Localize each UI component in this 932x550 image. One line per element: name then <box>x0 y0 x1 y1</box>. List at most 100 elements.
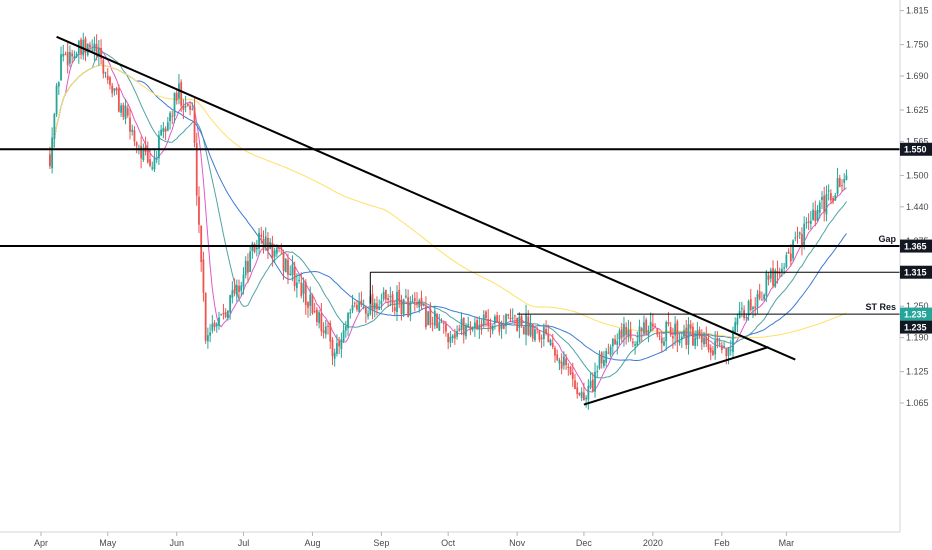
x-tick-label: Sep <box>373 538 389 548</box>
candle-body <box>204 292 207 341</box>
candle-body <box>814 210 817 222</box>
candle <box>756 289 759 315</box>
candle-body <box>275 248 278 254</box>
candle-body <box>155 158 158 160</box>
candle-body <box>772 268 774 286</box>
candle <box>173 92 176 124</box>
candle <box>734 317 737 333</box>
candle-body <box>498 321 501 332</box>
candle <box>140 136 143 169</box>
candle-body <box>440 321 443 323</box>
candle-body <box>640 328 643 332</box>
candle <box>505 313 507 335</box>
candle-body <box>667 322 670 325</box>
candle <box>218 311 220 330</box>
candle <box>300 272 303 299</box>
candle <box>643 315 645 337</box>
candle-body <box>447 333 450 343</box>
candle <box>171 110 174 125</box>
candle-body <box>589 380 592 388</box>
candle <box>498 314 501 336</box>
candle <box>164 126 167 141</box>
y-tick-label: 1.500 <box>906 170 929 180</box>
candle-body <box>298 279 300 281</box>
candle <box>836 168 839 196</box>
candle-body <box>349 312 352 314</box>
candle-body <box>676 321 679 343</box>
candle <box>792 239 794 262</box>
candle-body <box>680 336 683 340</box>
candle-body <box>209 332 211 336</box>
candle <box>531 323 534 342</box>
candle-body <box>591 379 594 392</box>
candle-body <box>364 308 367 314</box>
candle-body <box>471 328 474 330</box>
candle <box>645 317 648 336</box>
candle <box>772 260 774 289</box>
candle-body <box>186 103 189 107</box>
candle-body <box>651 323 654 327</box>
candle <box>97 39 100 66</box>
candle <box>129 107 131 140</box>
candle <box>291 255 294 282</box>
candle <box>801 227 803 256</box>
candle <box>736 313 739 333</box>
candle <box>340 332 343 358</box>
candle <box>367 309 369 320</box>
candle-body <box>320 313 323 332</box>
candle-body <box>520 315 523 326</box>
candle-body <box>371 293 374 311</box>
candle-body <box>801 234 803 247</box>
candle-body <box>89 44 91 48</box>
candle <box>589 372 592 390</box>
candle-body <box>529 323 532 336</box>
candle-body <box>313 310 316 312</box>
candle <box>289 265 292 276</box>
candle-body <box>565 358 567 366</box>
candle-body <box>160 129 163 136</box>
candle-body <box>554 348 556 356</box>
candle-body <box>505 314 507 327</box>
candle-body <box>491 325 494 331</box>
candle <box>391 291 394 313</box>
candle-body <box>273 250 276 257</box>
price-tag-bg <box>900 265 932 279</box>
candle-body <box>732 330 734 353</box>
candle-body <box>413 298 416 302</box>
candle-body <box>84 38 87 53</box>
candle-body <box>49 154 51 167</box>
candle <box>349 308 352 319</box>
candle-body <box>758 291 761 299</box>
candle <box>347 312 349 336</box>
candle-body <box>111 85 114 94</box>
candle-body <box>295 282 298 289</box>
candle-body <box>747 301 750 316</box>
candle <box>816 205 819 222</box>
candle-body <box>431 323 434 325</box>
candle <box>451 334 454 343</box>
candle-body <box>596 371 599 373</box>
candle <box>807 213 810 231</box>
candle <box>233 278 236 297</box>
candle <box>549 338 552 346</box>
x-tick-label: Aug <box>304 538 320 548</box>
candle-body <box>427 311 430 325</box>
candle-body <box>607 352 610 354</box>
candle <box>567 363 570 376</box>
candle-body <box>244 260 247 276</box>
candle-body <box>142 148 145 160</box>
candle-body <box>545 329 547 334</box>
candle-body <box>267 237 269 251</box>
candle <box>794 231 797 242</box>
candle <box>344 320 347 338</box>
candle <box>507 313 510 320</box>
candle <box>574 373 576 390</box>
candle <box>320 303 323 337</box>
candle-body <box>162 128 165 132</box>
candle-body <box>311 295 314 314</box>
candle-body <box>522 326 525 334</box>
candle <box>100 39 102 65</box>
candle-body <box>556 354 559 361</box>
candle-body <box>829 193 832 201</box>
candle-body <box>184 106 187 108</box>
